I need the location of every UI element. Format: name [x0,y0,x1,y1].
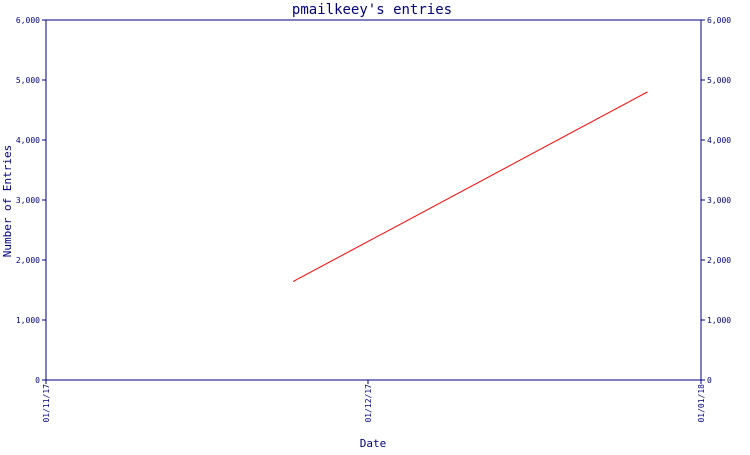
y-tick-label-right: 5,000 [707,76,731,85]
y-tick-label-left: 4,000 [16,136,40,145]
y-tick-label-left: 0 [35,376,40,385]
series-line [292,91,648,283]
y-tick-label-left: 1,000 [16,316,40,325]
y-tick-label-left: 6,000 [16,16,40,25]
series [292,91,648,283]
axes [45,19,702,381]
x-tick-label: 01/11/17 [42,384,51,423]
x-tick-label: 01/12/17 [364,384,373,423]
y-tick-label-right: 6,000 [707,16,731,25]
plot-frame [45,19,702,381]
y-tick-label-right: 3,000 [707,196,731,205]
y-axis-label: Number of Entries [1,145,14,258]
x-axis-label: Date [360,437,387,450]
y-tick-label-right: 0 [707,376,712,385]
y-tick-label-right: 1,000 [707,316,731,325]
y-tick-label-left: 2,000 [16,256,40,265]
y-tick-label-left: 5,000 [16,76,40,85]
y-tick-label-left: 3,000 [16,196,40,205]
ticks: 0 0 1,000 1,000 2,000 2,000 3,000 3,000 4,000 4,0… [16,16,731,423]
y-tick-label-right: 4,000 [707,136,731,145]
y-tick-label-right: 2,000 [707,256,731,265]
chart-title: pmailkeey's entries [292,2,452,18]
x-tick-label: 01/01/18 [697,384,706,423]
